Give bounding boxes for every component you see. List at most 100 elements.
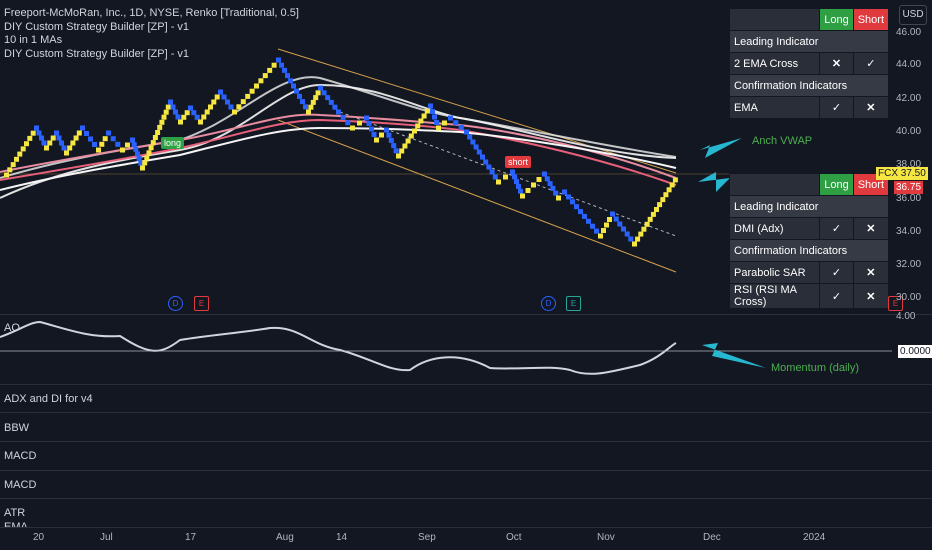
renko-brick xyxy=(279,62,284,68)
renko-brick xyxy=(194,114,200,120)
renko-brick xyxy=(436,125,441,131)
renko-brick xyxy=(350,125,355,131)
pane-label-atr[interactable]: ATR xyxy=(4,507,26,519)
renko-brick xyxy=(315,90,321,96)
renko-brick xyxy=(214,94,220,100)
time-tick: 20 xyxy=(33,532,45,543)
renko-brick xyxy=(181,114,187,120)
renko-brick xyxy=(489,169,495,175)
renko-brick xyxy=(525,188,531,193)
earnings-event-icon[interactable]: E xyxy=(194,296,209,311)
renko-brick xyxy=(516,183,521,189)
renko-brick xyxy=(520,193,525,199)
pane-separator[interactable] xyxy=(0,412,932,413)
renko-brick xyxy=(336,109,341,115)
renko-brick xyxy=(30,130,36,136)
ao-value-tag: 0.0000 xyxy=(898,345,932,358)
pane-separator[interactable] xyxy=(0,384,932,385)
symbol-title[interactable]: Freeport-McMoRan, Inc., 1D, NYSE, Renko … xyxy=(4,7,299,19)
dividend-event-icon[interactable]: D xyxy=(541,296,556,311)
renko-brick xyxy=(218,89,223,95)
renko-brick xyxy=(647,216,653,222)
pane-label-macd-2[interactable]: MACD xyxy=(4,479,37,491)
indicator-name: EMA xyxy=(728,96,821,119)
renko-brick xyxy=(140,165,145,171)
renko-brick xyxy=(386,132,392,138)
renko-brick xyxy=(396,153,401,159)
ao-line xyxy=(0,320,677,375)
price-tick: 44.00 xyxy=(896,59,922,70)
renko-brick xyxy=(531,182,536,188)
indicator-label[interactable]: 10 in 1 MAs xyxy=(4,34,63,46)
pane-separator[interactable] xyxy=(0,314,932,315)
renko-brick xyxy=(586,218,591,224)
renko-brick xyxy=(54,130,59,136)
renko-brick xyxy=(39,135,44,141)
signal-table-bottom: Long Short Leading Indicator DMI (Adx) ✓ ✕ … xyxy=(728,173,890,309)
renko-brick xyxy=(388,137,394,143)
dividend-event-icon[interactable]: D xyxy=(168,296,183,311)
renko-brick xyxy=(453,120,459,126)
renko-brick xyxy=(67,145,73,151)
renko-brick xyxy=(92,142,97,147)
renko-brick xyxy=(24,141,29,147)
renko-brick xyxy=(96,147,101,153)
symbol-tag: FCX xyxy=(878,168,898,179)
renko-brick xyxy=(236,104,242,110)
renko-brick xyxy=(178,119,183,125)
price-tick: 46.00 xyxy=(896,27,922,38)
pane-separator[interactable] xyxy=(0,527,932,528)
pane-label-adx[interactable]: ADX and DI for v4 xyxy=(4,393,93,405)
renko-brick xyxy=(418,118,424,124)
renko-brick xyxy=(17,151,23,157)
time-tick: Nov xyxy=(597,532,615,543)
pane-separator[interactable] xyxy=(0,498,932,499)
renko-brick xyxy=(308,104,314,110)
renko-brick xyxy=(621,226,626,232)
renko-brick xyxy=(412,128,417,134)
pane-separator[interactable] xyxy=(0,470,932,471)
pane-label-ao[interactable]: AO xyxy=(4,322,20,334)
section-title: Leading Indicator xyxy=(729,30,889,53)
renko-brick xyxy=(578,209,583,215)
renko-brick xyxy=(480,154,485,160)
indicator-label[interactable]: DIY Custom Strategy Builder [ZP] - v1 xyxy=(4,20,190,33)
renko-brick xyxy=(601,228,606,233)
renko-brick xyxy=(142,160,148,166)
renko-brick xyxy=(41,140,47,146)
renko-brick xyxy=(624,231,630,237)
renko-brick xyxy=(88,136,93,142)
renko-brick xyxy=(492,174,498,180)
renko-brick xyxy=(364,115,369,121)
renko-brick xyxy=(544,176,550,182)
renko-brick xyxy=(228,104,234,110)
earnings-event-icon[interactable]: E xyxy=(566,296,581,311)
currency-button[interactable]: USD xyxy=(899,5,927,25)
price-tick: 38.00 xyxy=(896,159,922,170)
renko-brick xyxy=(245,93,251,99)
indicator-label[interactable]: DIY Custom Strategy Builder [ZP] - v1 xyxy=(4,47,190,60)
renko-brick xyxy=(211,99,217,105)
renko-brick xyxy=(161,114,167,120)
renko-brick xyxy=(483,159,489,165)
earnings-event-icon[interactable]: E xyxy=(888,296,903,311)
renko-brick xyxy=(321,90,327,96)
renko-brick xyxy=(442,120,447,126)
renko-brick xyxy=(448,115,453,121)
check-icon: ✓ xyxy=(819,217,854,240)
renko-brick xyxy=(14,156,19,162)
renko-brick xyxy=(258,78,264,84)
renko-brick xyxy=(306,109,311,115)
pane-label-macd[interactable]: MACD xyxy=(4,450,37,462)
pane-label-bbw[interactable]: BBW xyxy=(4,422,30,434)
renko-brick xyxy=(163,109,169,115)
renko-brick xyxy=(464,129,469,135)
indicator-name: RSI (RSI MA Cross) xyxy=(728,283,821,309)
long-signal-badge: long xyxy=(161,137,185,149)
pane-separator[interactable] xyxy=(0,441,932,442)
renko-brick xyxy=(654,207,659,212)
vwap-annotation: Anch VWAP xyxy=(752,135,813,147)
renko-brick xyxy=(391,143,397,149)
pane-label-ema[interactable]: EMA xyxy=(4,521,28,527)
